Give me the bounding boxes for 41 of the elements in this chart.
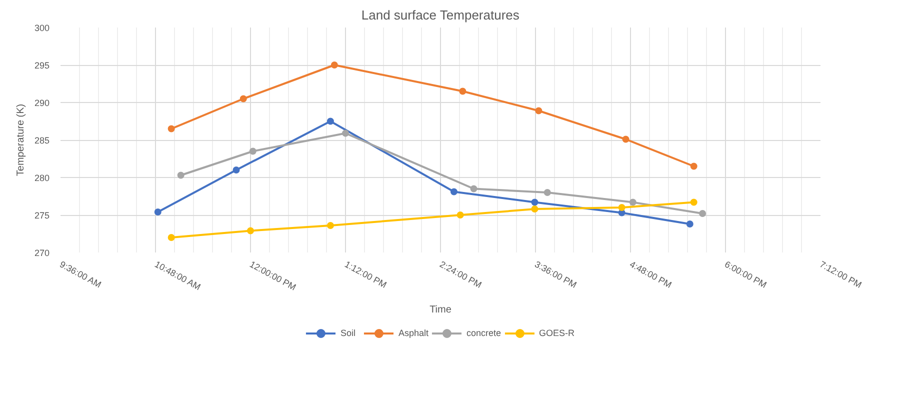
point: [531, 198, 538, 206]
point: [535, 107, 542, 114]
y-tick-label: 285: [34, 136, 50, 146]
legend-label: Soil: [340, 328, 356, 338]
y-axis-title: Temperature (K): [15, 104, 26, 176]
point: [450, 188, 458, 196]
point: [326, 222, 334, 229]
point: [154, 208, 162, 216]
y-tick-label: 270: [34, 248, 50, 258]
point: [330, 62, 338, 68]
point: [247, 227, 254, 234]
point: [459, 88, 466, 95]
legend-label: concrete: [466, 328, 502, 338]
point: [699, 210, 706, 217]
legend-label: GOES-R: [539, 328, 575, 338]
legend-label: Asphalt: [398, 328, 428, 338]
point: [168, 234, 175, 241]
y-tick-label: 300: [34, 23, 50, 33]
point: [618, 204, 626, 211]
point: [342, 130, 349, 137]
chart-title: Land surface Temperatures: [361, 8, 520, 22]
y-tick-label: 295: [34, 60, 50, 70]
point: [249, 148, 256, 155]
point: [622, 136, 630, 143]
point: [232, 166, 240, 174]
y-tick-label: 275: [34, 210, 50, 220]
point: [456, 212, 464, 218]
point: [686, 220, 694, 228]
point: [168, 125, 175, 132]
point: [326, 118, 334, 125]
point: [177, 172, 184, 179]
y-tick-label: 290: [34, 98, 50, 108]
y-tick-label: 280: [34, 173, 50, 183]
x-axis-title: Time: [430, 304, 452, 316]
point: [629, 198, 636, 206]
point: [470, 185, 478, 192]
point: [690, 198, 698, 206]
point: [690, 162, 698, 170]
point: [531, 206, 538, 212]
point: [544, 189, 551, 196]
point: [240, 95, 247, 102]
